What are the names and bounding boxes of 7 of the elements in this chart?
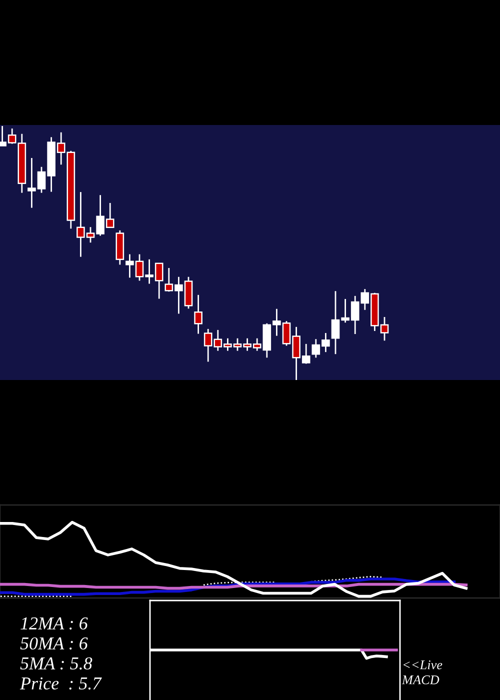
text: 5MA : 5.8 [20, 657, 92, 670]
text: MACD [402, 675, 440, 684]
text: <<Live [403, 660, 442, 670]
candlestick [194, 294, 202, 334]
text: Price : 5.7 [20, 677, 102, 690]
text: 12MA : 6 [20, 617, 88, 630]
text: 50MA : 6 [20, 637, 88, 650]
